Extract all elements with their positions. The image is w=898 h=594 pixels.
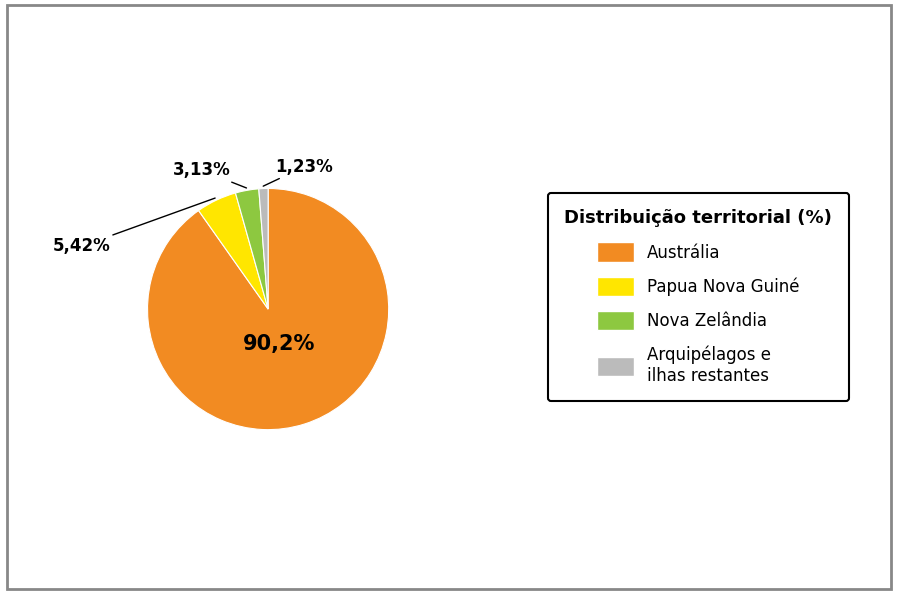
Text: 90,2%: 90,2% (242, 334, 315, 353)
Text: 1,23%: 1,23% (263, 158, 333, 186)
Text: 3,13%: 3,13% (173, 162, 246, 188)
Legend: Austrália, Papua Nova Guiné, Nova Zelândia, Arquipélagos e
ilhas restantes: Austrália, Papua Nova Guiné, Nova Zelând… (548, 193, 849, 401)
Wedge shape (147, 188, 389, 429)
Wedge shape (235, 189, 269, 309)
Text: 5,42%: 5,42% (52, 198, 216, 255)
Wedge shape (259, 188, 269, 309)
Wedge shape (198, 193, 269, 309)
